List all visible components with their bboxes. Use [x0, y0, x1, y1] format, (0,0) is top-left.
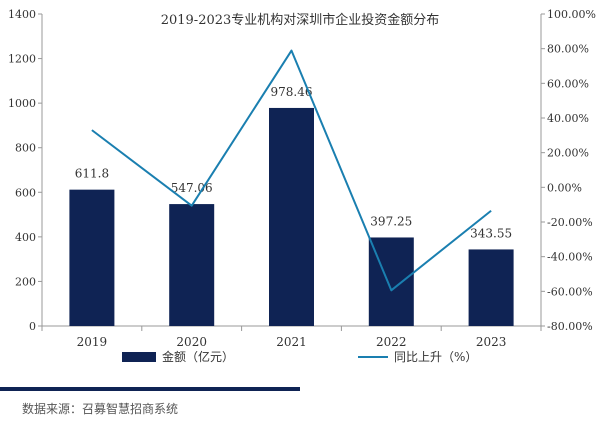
left-axis-tick-label: 1400: [8, 8, 36, 21]
legend: 金额（亿元） 同比上升（%）: [122, 349, 477, 364]
right-axis-tick-label: 60.00%: [547, 77, 589, 90]
right-axis-tick-label: 0.00%: [547, 181, 582, 194]
right-axis-tick-label: 80.00%: [547, 43, 589, 56]
x-axis-tick-label: 2021: [276, 335, 307, 349]
bar: [169, 204, 214, 326]
left-axis-tick-label: 600: [15, 186, 36, 199]
left-axis-tick-label: 400: [15, 231, 36, 244]
bar-data-label: 343.55: [470, 226, 512, 240]
x-axis-tick-label: 2019: [77, 335, 108, 349]
bar-series: [69, 108, 513, 326]
left-axis-tick-label: 200: [15, 275, 36, 288]
right-axis-tick-label: -40.00%: [547, 251, 593, 264]
legend-bar-swatch: [122, 352, 156, 362]
right-axis-tick-label: 20.00%: [547, 147, 589, 160]
legend-bar-label: 金额（亿元）: [162, 349, 234, 364]
x-axis-tick-label: 2020: [176, 335, 207, 349]
left-axis-tick-label: 800: [15, 142, 36, 155]
source-text: 数据来源：召募智慧招商系统: [22, 400, 178, 417]
left-axis-tick-label: 1000: [8, 97, 36, 110]
bar-data-label: 397.25: [370, 214, 412, 228]
right-y-axis: -80.00% -60.00% -40.00% -20.00% 0.00% 20.00% 4…: [541, 8, 596, 333]
left-axis-tick-label: 1200: [8, 53, 36, 66]
right-axis-tick-label: -60.00%: [547, 285, 593, 298]
bar: [69, 190, 114, 326]
x-axis: 2019 2020 2021 2022 2023: [42, 326, 541, 349]
left-y-axis: 0 200 400 600 800 1000 1200 1400: [8, 8, 42, 333]
bar: [269, 108, 314, 326]
bar: [469, 249, 514, 326]
x-axis-tick-label: 2023: [476, 335, 507, 349]
right-axis-tick-label: 40.00%: [547, 112, 589, 125]
legend-line-label: 同比上升（%）: [394, 350, 477, 364]
right-axis-tick-label: -80.00%: [547, 320, 593, 333]
right-axis-tick-label: -20.00%: [547, 216, 593, 229]
chart-title: 2019-2023专业机构对深圳市企业投资金额分布: [161, 12, 440, 28]
source-divider: [0, 387, 300, 391]
x-axis-tick-label: 2022: [376, 335, 407, 349]
bar-data-label: 611.8: [75, 167, 109, 181]
right-axis-tick-label: 100.00%: [547, 8, 596, 21]
left-axis-tick-label: 0: [29, 320, 36, 333]
